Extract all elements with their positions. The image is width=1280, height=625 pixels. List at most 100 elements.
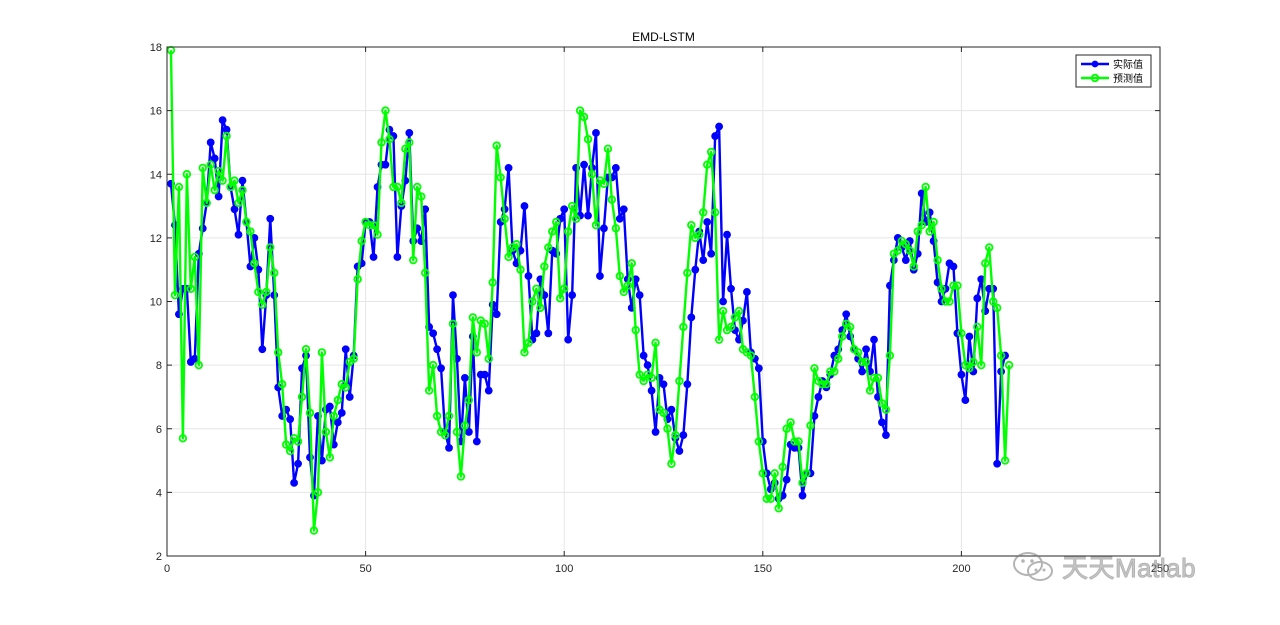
data-point [536, 303, 545, 313]
data-point [504, 252, 513, 262]
y-tick-label: 12 [150, 233, 162, 245]
data-point [277, 380, 287, 389]
data-point [913, 227, 922, 236]
data-point [949, 281, 958, 290]
data-point [675, 376, 684, 386]
data-point [369, 220, 378, 230]
data-point [965, 364, 974, 373]
data-point [687, 313, 696, 322]
data-point [341, 383, 350, 392]
data-point [258, 345, 267, 354]
data-point [449, 291, 457, 300]
data-point [973, 294, 982, 303]
data-point [770, 469, 779, 478]
data-point [671, 430, 680, 440]
data-point [973, 322, 982, 332]
data-point [679, 322, 688, 332]
data-point [1004, 360, 1014, 370]
data-point [349, 354, 358, 363]
data-point [599, 179, 609, 188]
data-point [822, 380, 831, 389]
data-point [619, 205, 628, 214]
data-point [710, 208, 720, 217]
data-point [544, 329, 553, 338]
data-point [190, 354, 199, 363]
data-point [405, 138, 414, 147]
data-point [365, 220, 374, 230]
data-point [492, 141, 501, 150]
data-point [615, 271, 625, 281]
data-point [381, 160, 390, 169]
data-point [881, 405, 891, 414]
legend-label: 预测值 [1113, 72, 1143, 85]
data-point [882, 431, 890, 440]
watermark: 天天Matlab [1012, 548, 1196, 585]
data-point [230, 205, 239, 214]
data-point [575, 106, 585, 115]
data-point [433, 345, 441, 354]
data-point [723, 230, 731, 239]
data-point [254, 287, 263, 297]
data-point [647, 373, 656, 383]
data-point [878, 418, 886, 427]
data-point [444, 411, 454, 421]
data-point [611, 163, 620, 172]
y-tick-label: 4 [156, 487, 162, 499]
data-point [194, 360, 203, 370]
data-point [726, 322, 736, 332]
data-point [242, 217, 251, 227]
data-point [496, 173, 505, 182]
data-point [317, 348, 327, 357]
data-point [643, 361, 652, 370]
data-point [933, 255, 942, 265]
data-point [461, 373, 469, 382]
data-point [981, 259, 990, 268]
x-tick-label: 200 [952, 563, 970, 575]
data-point [234, 198, 243, 208]
data-point [428, 360, 438, 370]
data-point [719, 297, 727, 306]
data-point [798, 478, 807, 488]
wechat-icon [1013, 551, 1053, 581]
data-point [826, 367, 835, 376]
data-point [993, 459, 1002, 468]
data-point [953, 281, 962, 290]
data-point [528, 297, 537, 306]
data-point [389, 182, 398, 192]
data-point [393, 253, 402, 261]
data-point [992, 303, 1002, 313]
x-tick-label: 0 [164, 563, 170, 575]
data-point [921, 182, 930, 192]
data-point [778, 462, 787, 472]
data-point [222, 131, 231, 141]
data-point [274, 348, 283, 357]
data-point [647, 386, 656, 395]
data-point [405, 128, 414, 137]
series-2 [166, 45, 1014, 535]
data-point [714, 335, 724, 344]
data-point [627, 259, 636, 268]
data-point [552, 217, 561, 227]
data-point [381, 106, 390, 115]
data-point [238, 176, 247, 185]
data-point [869, 373, 879, 383]
data-point [743, 288, 751, 296]
data-point [286, 415, 295, 424]
data-point [659, 380, 668, 389]
data-point [925, 227, 934, 236]
data-point [464, 428, 473, 436]
data-point [468, 313, 478, 322]
data-point [206, 160, 215, 169]
x-tick-label: 250 [1151, 563, 1169, 575]
data-point [218, 176, 227, 185]
data-point [341, 345, 350, 354]
data-point [321, 427, 331, 437]
data-point [937, 284, 946, 293]
data-point [333, 395, 342, 405]
data-point [560, 284, 569, 293]
data-point [472, 437, 481, 446]
axis-ticks: 0 50 100 150 200 250 2 4 6 8 10 12 14 16 18 [150, 42, 1169, 575]
data-point [794, 437, 803, 446]
data-point [901, 256, 910, 265]
